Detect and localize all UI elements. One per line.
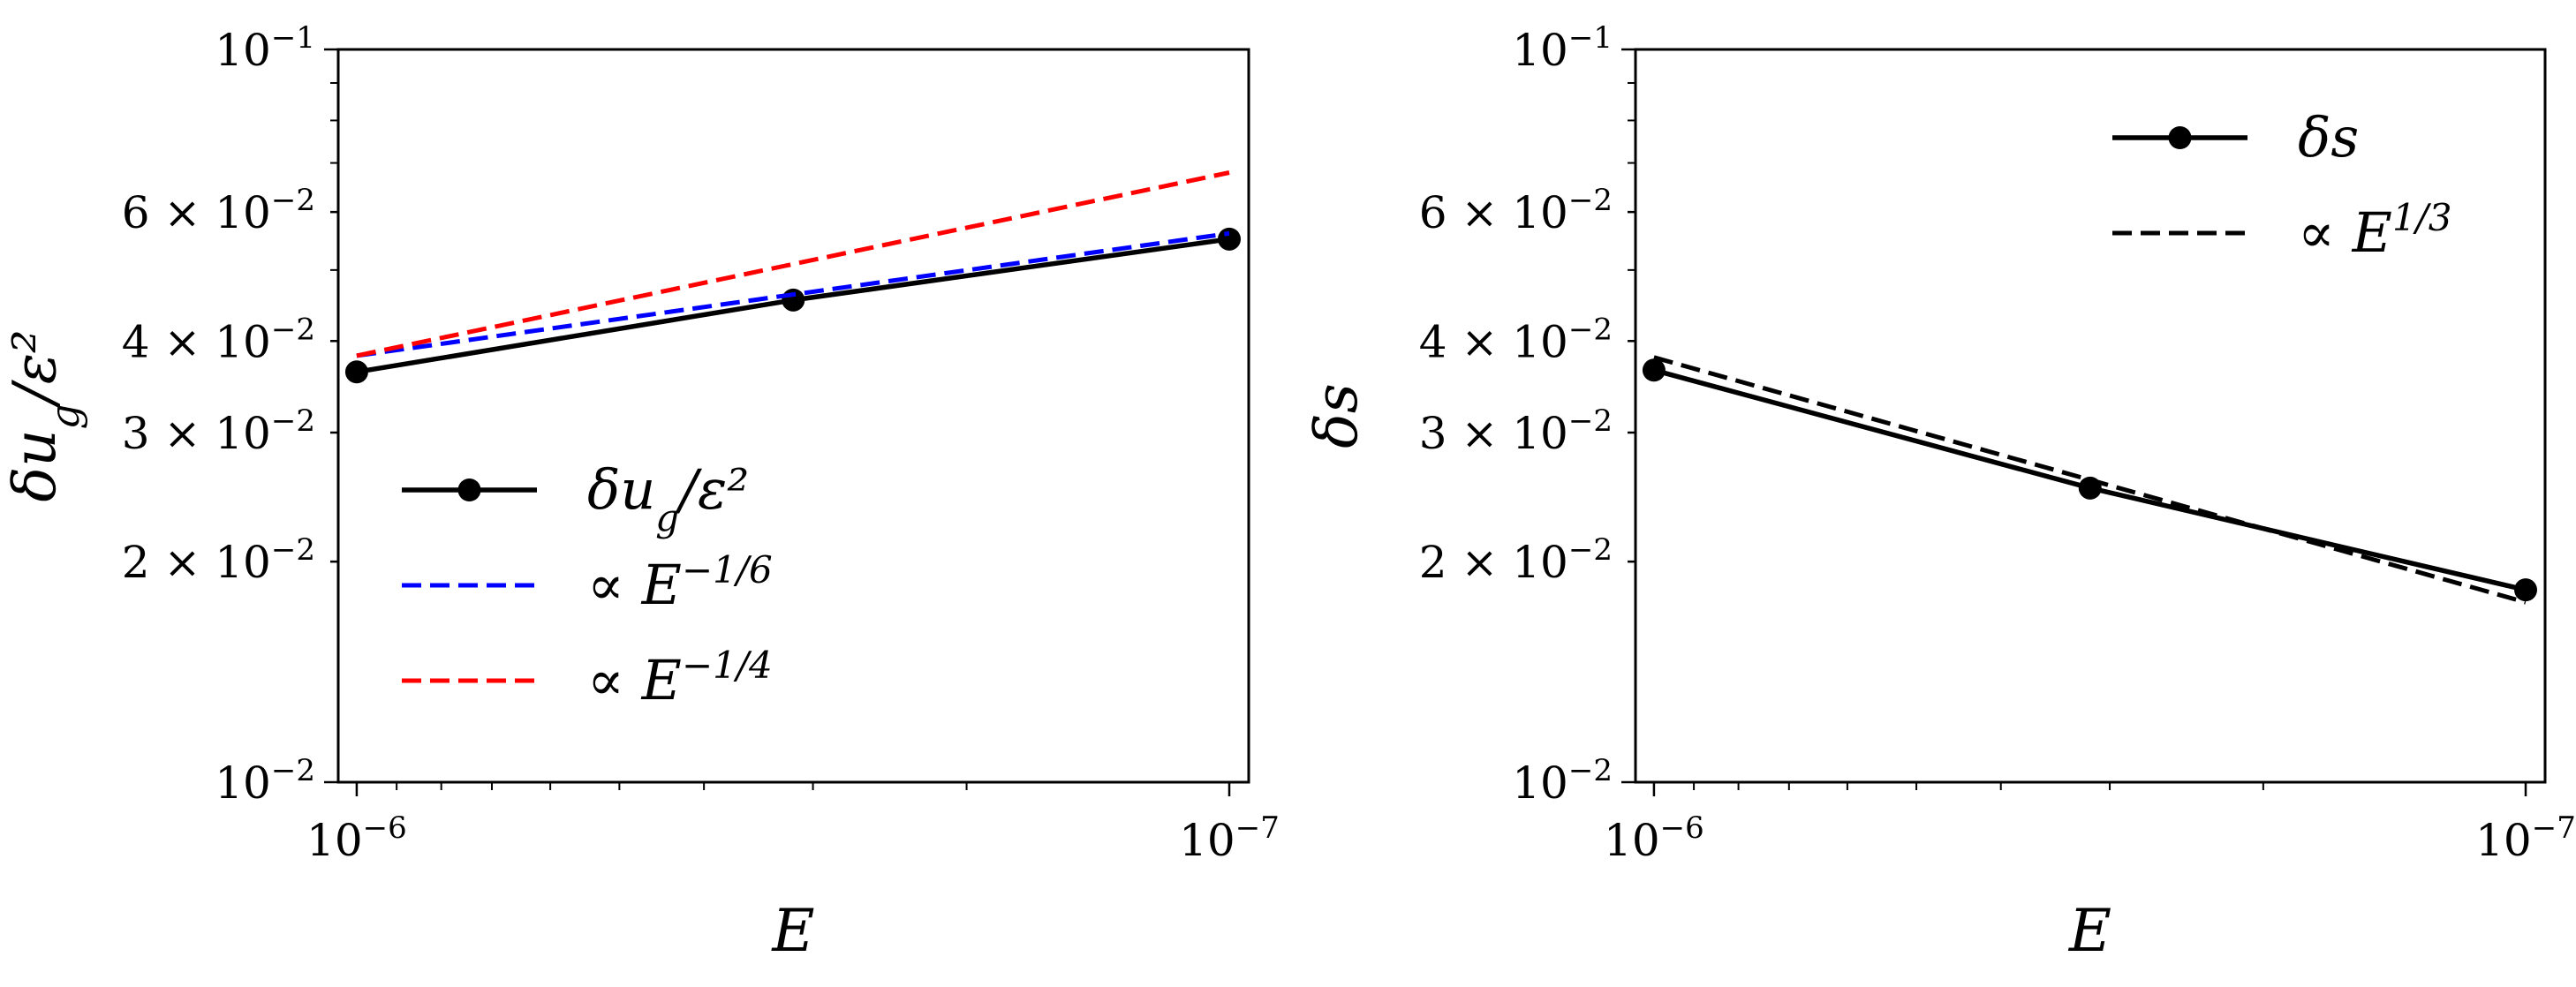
series-3	[356, 170, 1230, 358]
legend: δs ∝ E1/3	[2112, 105, 2452, 265]
series-line	[356, 170, 1230, 358]
x-tick-label: 10−6	[306, 810, 407, 866]
series-2	[1653, 355, 2527, 605]
data-point	[1642, 358, 1666, 382]
y-tick-label: 4 × 10−2	[122, 312, 315, 367]
data-point	[782, 288, 805, 312]
data-point	[2514, 578, 2538, 602]
y-tick-label: 10−2	[215, 753, 315, 809]
series-line	[356, 230, 1230, 358]
series-2	[356, 230, 1230, 358]
y-tick-label: 4 × 10−2	[1419, 312, 1613, 367]
legend-label: ∝ E−1/6	[587, 548, 773, 618]
data-point	[344, 360, 368, 384]
y-axis-title: δs	[1303, 383, 1371, 448]
x-tick-label: 10−7	[1179, 810, 1280, 866]
y-axis-title: δug/ε²	[1, 329, 88, 501]
legend-marker	[457, 478, 481, 501]
y-tick-label: 10−2	[1512, 753, 1613, 809]
series-line	[1653, 355, 2527, 605]
y-tick-label: 6 × 10−2	[122, 183, 315, 238]
series-1	[1642, 358, 2538, 602]
y-tick-label: 10−1	[1512, 20, 1613, 76]
plot-frame	[336, 48, 1250, 784]
legend-marker	[2168, 126, 2192, 149]
series-1	[344, 227, 1241, 384]
y-tick-label: 10−1	[215, 20, 315, 76]
x-tick-label: 10−7	[2475, 810, 2576, 866]
x-tick-label: 10−6	[1604, 810, 1704, 866]
chart-panel-1: 10−1 6 × 10−2 4 × 10−2 3 × 10−2 2 × 10−2 10−2…	[1, 20, 1280, 965]
legend-label: δs	[2298, 105, 2359, 170]
y-tick-label: 3 × 10−2	[122, 403, 315, 459]
y-tick-label: 2 × 10−2	[1419, 532, 1613, 588]
legend: δug/ε² ∝ E−1/6 ∝ E−1/4	[402, 457, 773, 712]
y-tick-label: 6 × 10−2	[1419, 183, 1613, 238]
y-tick-label: 2 × 10−2	[122, 532, 315, 588]
legend-label: ∝ E1/3	[2298, 196, 2452, 266]
legend-label: ∝ E−1/4	[587, 644, 773, 713]
data-point	[1217, 227, 1241, 251]
y-tick-label: 3 × 10−2	[1419, 403, 1613, 459]
legend-label: δug/ε²	[587, 457, 749, 539]
x-axis-title: E	[771, 897, 814, 965]
chart-panel-2: 10−1 6 × 10−2 4 × 10−2 3 × 10−2 2 × 10−2 10−2…	[1303, 20, 2576, 965]
x-axis-title: E	[2068, 897, 2111, 965]
plot-frame	[1634, 48, 2547, 784]
